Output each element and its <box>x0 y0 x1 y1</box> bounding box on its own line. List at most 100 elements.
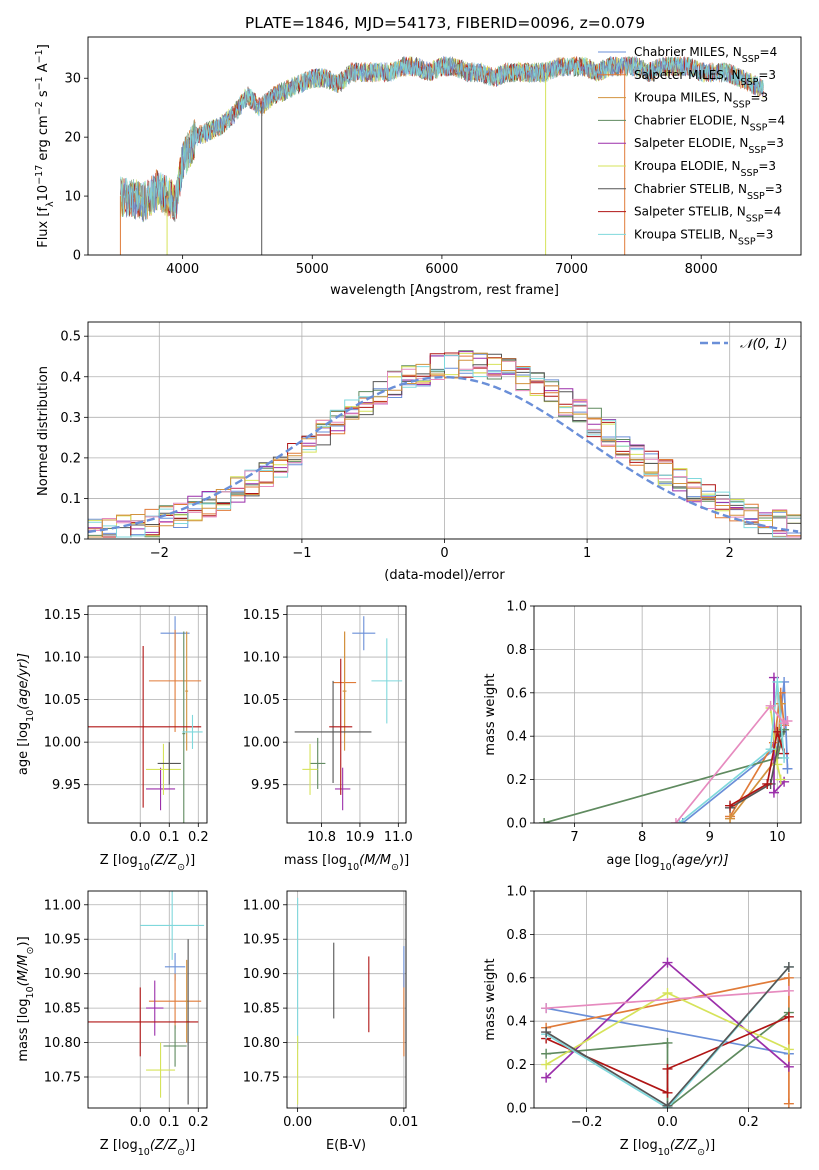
weight_vs_z-marker <box>783 1044 794 1055</box>
age_vs_mass-errorbar <box>342 631 347 751</box>
mass_vs_z-xtick-label: 0.2 <box>188 1115 209 1130</box>
spectrum-legend: Chabrier MILES, NSSP=4 Salpeter MILES, NS… <box>598 45 785 247</box>
age_vs_mass-ytick-label: 9.95 <box>251 778 280 793</box>
age_vs_z-errorbar <box>146 743 181 795</box>
weight_vs_age-marker <box>670 818 681 823</box>
spectrum-xtick-label: 5000 <box>296 262 329 277</box>
weight_vs_z-ytick-label: 0.0 <box>506 1102 527 1117</box>
spectrum-xlabel: wavelength [Angstrom, rest frame] <box>330 283 559 298</box>
spectrum-ytick-label: 30 <box>64 72 81 87</box>
weight_vs_age-ytick-label: 1.0 <box>506 600 527 615</box>
mass_vs_z-ticks: 0.0 0.1 0.2 10.75 10.80 10.85 10.90 10.95 11.00 <box>44 898 209 1130</box>
age_vs_z-ytick-label: 10.05 <box>44 693 81 708</box>
weight_vs_z-ytick-label: 0.6 <box>506 971 527 986</box>
weight_vs_age-ytick-label: 0.0 <box>506 817 527 832</box>
spectrum-plot-area <box>119 55 764 255</box>
age_vs_z-errorbar <box>88 645 202 808</box>
legend-label: Salpeter ELODIE, NSSP=3 <box>634 136 784 156</box>
weight_vs_age-marker <box>779 752 790 763</box>
legend-label: Kroupa MILES, NSSP=3 <box>634 91 768 111</box>
mass_vs_ebv-ytick-label: 10.85 <box>243 1002 280 1017</box>
weight_vs_age-marker <box>772 726 783 737</box>
legend-label: Kroupa ELODIE, NSSP=3 <box>634 159 776 179</box>
weight_vs_age-marker <box>765 744 776 755</box>
weight_vs_z-series-line <box>545 1016 790 1095</box>
weight_vs_z-ticks: −0.2 0.0 0.2 0.0 0.2 0.4 0.6 0.8 1.0 <box>506 885 758 1131</box>
weight_vs_z-marker <box>541 1059 552 1070</box>
legend-label: Chabrier STELIB, NSSP=3 <box>634 182 782 202</box>
weight_vs_z-series-line <box>546 989 789 1010</box>
age_vs_z-errorbar <box>182 631 186 823</box>
spectrum-frame <box>87 36 802 256</box>
mass_vs_z-ytick-label: 10.80 <box>44 1036 81 1051</box>
mass_vs_ebv-frame <box>286 890 407 1109</box>
mass_vs_z-xlabel: Z [log10(Z/Z⊙)] <box>100 1138 195 1158</box>
weight_vs_age-xlabel: age [log10(age/yr)] <box>606 853 728 873</box>
weight_vs_age-marker <box>539 818 550 823</box>
weight_vs_age-series-line <box>675 704 788 823</box>
age_vs_z-errorbar <box>148 629 202 732</box>
weight_vs_age-frame <box>533 605 802 824</box>
weight_vs_z-xtick-label: 0.0 <box>657 1115 678 1130</box>
weight_vs_z-marker <box>541 1048 552 1059</box>
mass_vs_z-xtick-label: 0.1 <box>159 1115 180 1130</box>
age_vs_z-ticks: 0.0 0.1 0.2 9.95 10.00 10.05 10.10 10.15 <box>44 608 209 845</box>
spectrum-axes: 4000 5000 6000 7000 8000 0 10 20 30 wavelength [A… <box>34 36 802 298</box>
weight_vs_z-marker <box>783 1061 794 1072</box>
figure-title: PLATE=1846, MJD=54173, FIBERID=0096, z=0… <box>245 14 645 32</box>
mass_vs_z-errorbar <box>146 980 164 1036</box>
age_vs_mass-ytick-label: 10.00 <box>243 736 280 751</box>
mass_vs_z-errorbar <box>146 1042 176 1098</box>
residuals-frame <box>87 321 802 540</box>
mass_vs_ebv-axes: 0.00 0.01 10.75 10.80 10.85 10.90 10.95 11.00 E(… <box>243 890 418 1153</box>
age_vs_mass-xtick-label: 11.0 <box>384 830 413 845</box>
residuals-xtick-label: 0 <box>440 546 448 561</box>
weight_vs_age-ylabel: mass weight <box>483 673 498 755</box>
age_vs_z-errorbar <box>146 767 176 811</box>
weight_vs_z-marker <box>662 1087 673 1098</box>
spectrum-ytick-label: 0 <box>73 249 81 264</box>
residuals-ytick-label: 0.2 <box>60 451 81 466</box>
age_vs_z-axes: 0.0 0.1 0.2 9.95 10.00 10.05 10.10 10.15 Z [log1… <box>16 605 209 873</box>
mass_vs_z-errorbar <box>148 973 202 1029</box>
residuals-xlabel: (data-model)/error <box>384 568 505 583</box>
residuals-ytick-label: 0.3 <box>60 411 81 426</box>
age_vs_z-errorbar <box>185 631 189 751</box>
age_vs_z-plot-area <box>88 606 207 823</box>
age_vs_z-ytick-label: 10.10 <box>44 651 81 666</box>
weight_vs_age-xtick-label: 7 <box>570 830 578 845</box>
age_vs_mass-ytick-label: 10.10 <box>243 651 280 666</box>
mass_vs_z-axes: 0.0 0.1 0.2 10.75 10.80 10.85 10.90 10.95 11.00 Z… <box>16 890 209 1158</box>
weight_vs_z-series-line <box>545 1007 790 1055</box>
weight_vs_age-marker <box>772 676 783 687</box>
weight_vs_age-xtick-label: 8 <box>638 830 646 845</box>
mass_vs_ebv-ytick-label: 10.95 <box>243 933 280 948</box>
mass_vs_z-frame <box>87 890 208 1109</box>
residuals-plot-area <box>88 322 801 539</box>
weight_vs_age-marker <box>782 716 793 727</box>
residuals-legend-label: 𝒩(0, 1) <box>740 337 787 352</box>
age_vs_mass-xtick-label: 10.9 <box>345 830 374 845</box>
normal-reference-curve <box>88 376 799 534</box>
weight_vs_age-xtick-label: 10 <box>769 830 786 845</box>
age_vs_z-xtick-label: 0.2 <box>188 830 209 845</box>
mass_vs_ebv-ytick-label: 10.75 <box>243 1071 280 1086</box>
residuals-xtick-label: −2 <box>150 546 169 561</box>
weight_vs_age-xtick-label: 9 <box>706 830 714 845</box>
residual-histogram <box>88 360 801 538</box>
age_vs_mass-errorbar <box>334 767 351 811</box>
spectrum-xtick-label: 6000 <box>425 262 458 277</box>
weight_vs_z-marker <box>783 961 794 972</box>
mass_vs_ebv-xtick-label: 0.00 <box>283 1115 312 1130</box>
mass_vs_ebv-plot-area <box>287 891 406 1108</box>
weight_vs_z-marker <box>662 1063 673 1074</box>
age_vs_mass-plot-area <box>287 606 406 823</box>
age_vs_mass-xtick-label: 10.8 <box>307 830 336 845</box>
weight_vs_age-plot-area <box>534 606 801 823</box>
weight_vs_age-marker <box>775 774 786 785</box>
mass_vs_z-ytick-label: 10.95 <box>44 933 81 948</box>
spectrum-ytick-label: 10 <box>64 190 81 205</box>
mass_vs_z-errorbar <box>88 987 199 1057</box>
weight_vs_age-marker <box>765 700 776 711</box>
spectrum-xtick-label: 8000 <box>685 262 718 277</box>
